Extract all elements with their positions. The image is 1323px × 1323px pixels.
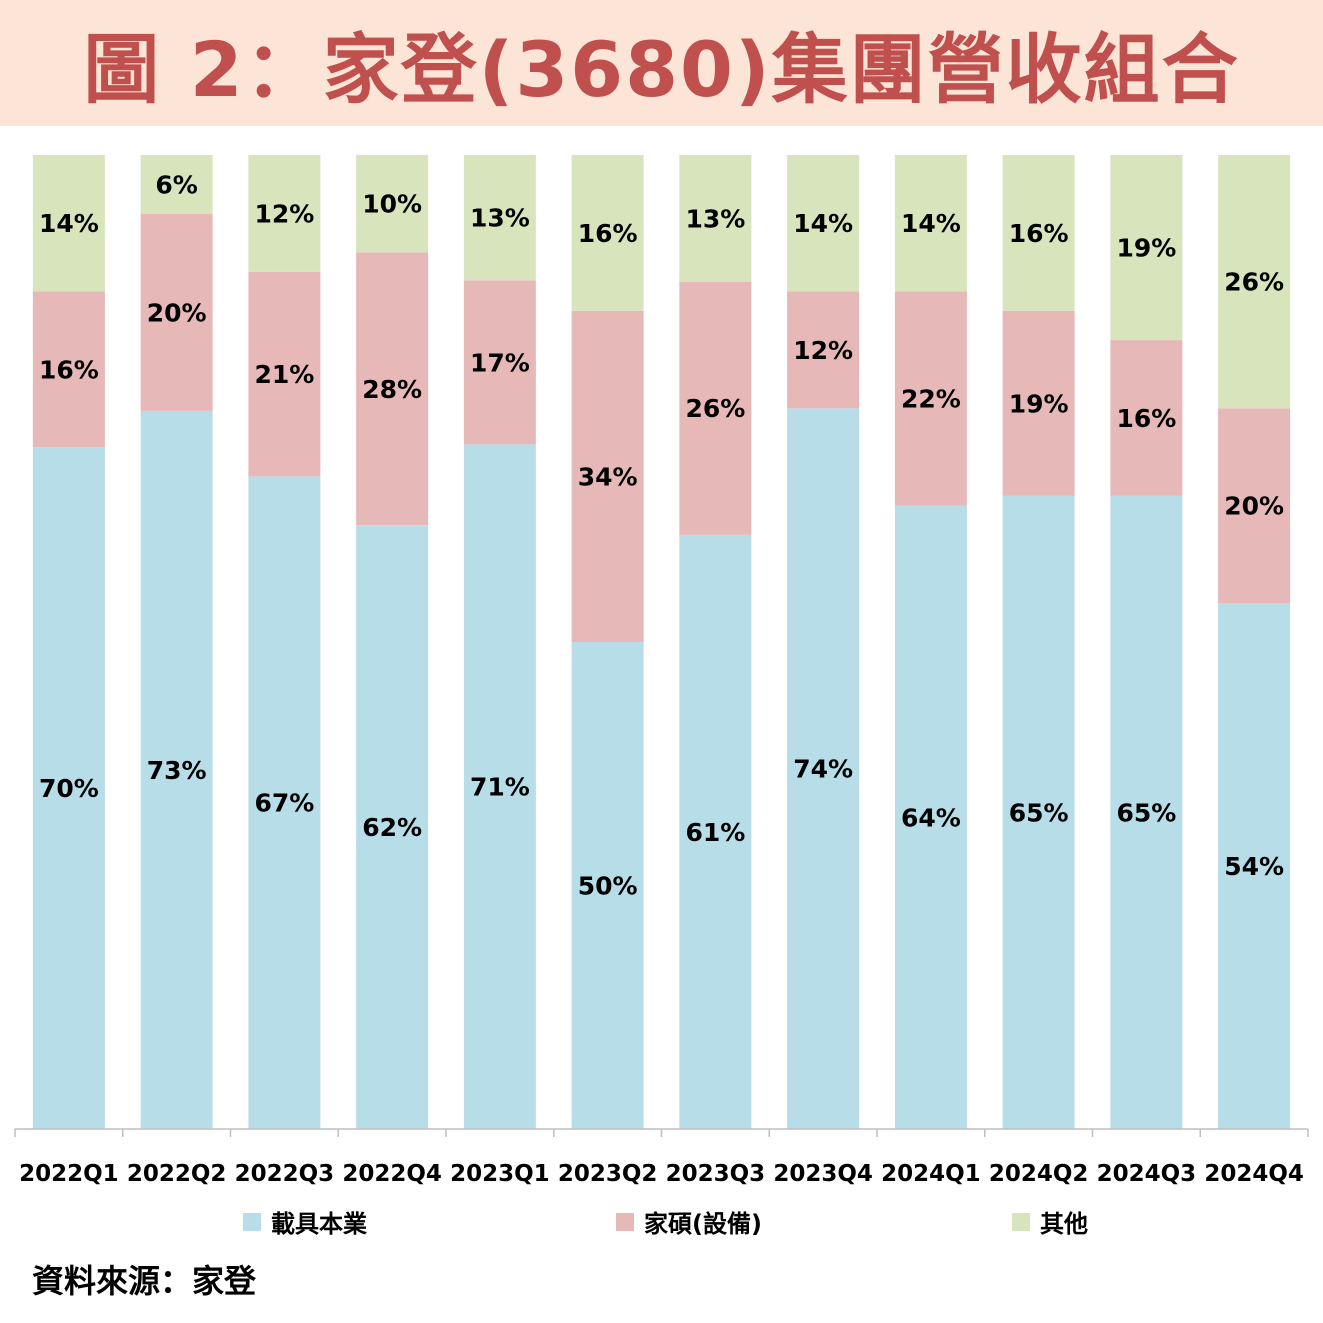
x-tick-label-2022Q2: 2022Q2 — [127, 1161, 227, 1187]
data-label-2024Q1-series-1: 22% — [901, 385, 961, 414]
legend-swatch-1 — [616, 1212, 634, 1231]
data-label-2022Q3-series-2: 12% — [254, 199, 314, 228]
data-label-2023Q2-series-2: 16% — [578, 219, 638, 248]
data-label-2024Q2-series-0: 65% — [1009, 798, 1069, 827]
data-label-2023Q4-series-2: 14% — [793, 209, 853, 238]
bar-2022Q1-series-1 — [32, 291, 105, 448]
title-band: 圖 2：家登(3680)集團營收組合 — [0, 0, 1323, 126]
bar-2023Q1-series-0 — [463, 444, 536, 1129]
data-label-2023Q4-series-0: 74% — [793, 755, 853, 784]
stacked-bar-chart: 70% 16% 14% 2022Q1 73% 20% 6% 2022Q2 67% 21% 12% 20… — [14, 155, 1309, 1187]
data-label-2023Q1-series-2: 13% — [470, 204, 530, 233]
data-label-2022Q2-series-2: 6% — [155, 171, 197, 200]
bar-2023Q1-series-2 — [463, 155, 536, 281]
bar-2022Q2-series-1 — [140, 214, 213, 411]
legend-item-0: 載具本業 — [243, 1204, 367, 1239]
bar-2023Q1-series-1 — [463, 280, 536, 445]
bar-2022Q3-series-2 — [248, 155, 321, 272]
bar-2024Q2-series-1 — [1002, 310, 1075, 496]
data-label-2022Q4-series-0: 62% — [362, 813, 422, 842]
page-title: 圖 2：家登(3680)集團營收組合 — [83, 25, 1240, 114]
source-note: 資料來源：家登 — [32, 1262, 257, 1300]
data-label-2023Q3-series-2: 13% — [685, 204, 745, 233]
x-tick-label-2024Q2: 2024Q2 — [989, 1161, 1089, 1187]
data-label-2023Q3-series-0: 61% — [685, 818, 745, 847]
data-label-2023Q2-series-1: 34% — [578, 462, 638, 491]
data-label-2022Q3-series-0: 67% — [254, 789, 314, 818]
data-label-2024Q4-series-2: 26% — [1224, 268, 1284, 297]
data-label-2024Q3-series-1: 16% — [1116, 404, 1176, 433]
data-label-2023Q1-series-1: 17% — [470, 348, 530, 377]
data-label-2024Q1-series-2: 14% — [901, 209, 961, 238]
bar-2024Q4-series-0 — [1218, 603, 1291, 1129]
legend-label-2: 其他 — [1040, 1210, 1088, 1238]
legend-label-1: 家碩(設備) — [644, 1210, 762, 1238]
bar-2023Q2-series-0 — [571, 642, 644, 1129]
bar-2024Q3-series-2 — [1110, 155, 1183, 341]
bar-2024Q1-series-1 — [894, 291, 967, 506]
bar-2024Q3-series-1 — [1110, 340, 1183, 496]
bar-2022Q4-series-2 — [356, 155, 429, 253]
data-label-2022Q4-series-2: 10% — [362, 190, 422, 219]
x-tick-label-2023Q3: 2023Q3 — [666, 1161, 766, 1187]
bar-2024Q4-series-2 — [1218, 155, 1291, 409]
data-label-2024Q4-series-1: 20% — [1224, 492, 1284, 521]
bar-2022Q3-series-0 — [248, 476, 321, 1129]
legend-item-2: 其他 — [1012, 1204, 1088, 1239]
bar-2023Q2-series-1 — [571, 310, 644, 642]
data-label-2022Q1-series-1: 16% — [39, 355, 99, 384]
bar-2023Q3-series-2 — [679, 155, 752, 282]
data-label-2023Q2-series-0: 50% — [578, 872, 638, 901]
x-tick-label-2023Q1: 2023Q1 — [450, 1161, 550, 1187]
data-label-2022Q1-series-0: 70% — [39, 774, 99, 803]
bar-2023Q2-series-2 — [571, 155, 644, 311]
bar-2023Q4-series-0 — [787, 408, 860, 1129]
bar-2024Q2-series-2 — [1002, 155, 1075, 311]
bar-2022Q1-series-2 — [32, 155, 105, 292]
data-label-2024Q4-series-0: 54% — [1224, 852, 1284, 881]
data-label-2022Q2-series-1: 20% — [147, 298, 207, 327]
data-label-2024Q3-series-2: 19% — [1116, 234, 1176, 263]
bar-2024Q3-series-0 — [1110, 495, 1183, 1129]
bar-2024Q1-series-0 — [894, 505, 967, 1129]
data-label-2024Q3-series-0: 65% — [1116, 798, 1176, 827]
bar-2022Q2-series-2 — [140, 155, 213, 215]
x-tick-label-2022Q3: 2022Q3 — [235, 1161, 335, 1187]
legend-item-1: 家碩(設備) — [616, 1204, 762, 1239]
bar-2022Q1-series-0 — [32, 447, 105, 1129]
bar-2022Q4-series-1 — [356, 252, 429, 526]
x-tick-label-2024Q4: 2024Q4 — [1204, 1161, 1304, 1187]
bar-2022Q4-series-0 — [356, 525, 429, 1129]
data-label-2024Q2-series-2: 16% — [1009, 219, 1069, 248]
bar-2023Q3-series-1 — [679, 281, 752, 535]
x-tick-label-2024Q1: 2024Q1 — [881, 1161, 981, 1187]
data-label-2023Q3-series-1: 26% — [685, 394, 745, 423]
data-label-2022Q2-series-0: 73% — [147, 756, 207, 785]
legend-swatch-0 — [243, 1212, 261, 1231]
bar-2023Q4-series-1 — [787, 291, 860, 409]
bar-2024Q1-series-2 — [894, 155, 967, 292]
bar-2024Q4-series-1 — [1218, 408, 1291, 604]
x-tick-label-2023Q4: 2023Q4 — [773, 1161, 873, 1187]
data-label-2024Q2-series-1: 19% — [1009, 389, 1069, 418]
bar-2022Q3-series-1 — [248, 271, 321, 477]
data-label-2023Q1-series-0: 71% — [470, 773, 530, 802]
data-label-2022Q1-series-2: 14% — [39, 209, 99, 238]
data-label-2023Q4-series-1: 12% — [793, 336, 853, 365]
x-tick-label-2023Q2: 2023Q2 — [558, 1161, 658, 1187]
x-tick-label-2022Q4: 2022Q4 — [342, 1161, 442, 1187]
bar-2022Q2-series-0 — [140, 410, 213, 1129]
legend: 載具本業 家碩(設備) 其他 — [0, 1204, 1323, 1238]
legend-label-0: 載具本業 — [271, 1210, 367, 1238]
x-tick-label-2022Q1: 2022Q1 — [19, 1161, 119, 1187]
legend-swatch-2 — [1012, 1212, 1030, 1231]
bar-2023Q3-series-0 — [679, 534, 752, 1129]
data-label-2022Q4-series-1: 28% — [362, 375, 422, 404]
data-label-2022Q3-series-1: 21% — [254, 360, 314, 389]
x-tick-label-2024Q3: 2024Q3 — [1097, 1161, 1197, 1187]
bar-2024Q2-series-0 — [1002, 495, 1075, 1129]
data-label-2024Q1-series-0: 64% — [901, 803, 961, 832]
bar-2023Q4-series-2 — [787, 155, 860, 292]
